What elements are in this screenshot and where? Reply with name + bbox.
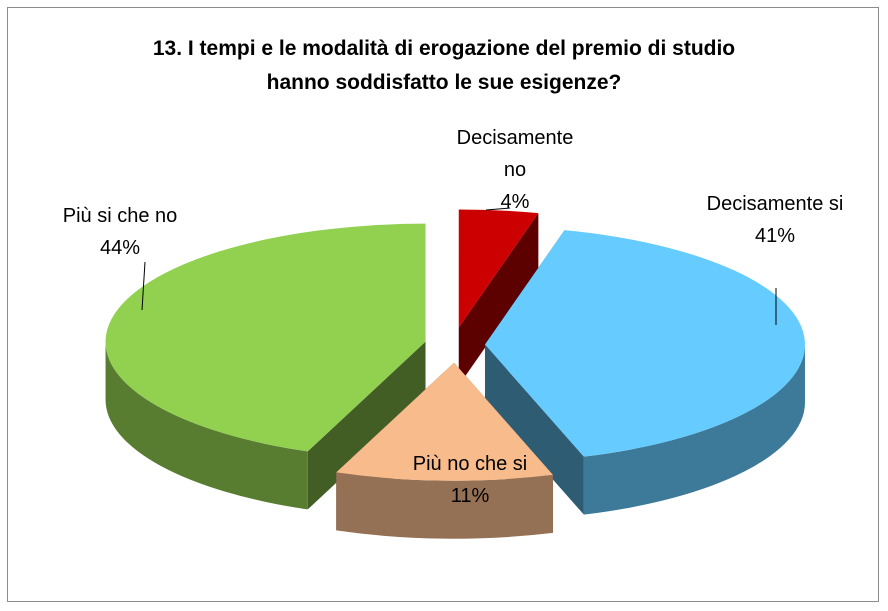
pie [105,209,805,539]
leader-line [141,261,146,311]
slice-outer-wall [336,472,553,539]
slice-radial-wall [458,213,539,386]
value-label: 41% [754,225,796,247]
slice-outer-wall [583,344,805,515]
data-label: Decisamente no 4% [450,122,580,218]
chart-border [7,7,879,602]
slice-radial-wall [484,344,584,515]
value-label: 4% [500,191,530,213]
pie-slice [105,223,426,510]
slice-top [105,223,426,452]
slice-radial-wall [307,341,426,510]
slice-top [458,209,539,328]
category-label: Decisamente no [456,127,574,181]
category-label: Più si che no [62,205,178,227]
value-label: 11% [450,485,490,507]
slice-top [484,230,805,457]
category-label: Più no che si [412,453,528,475]
category-label: Decisamente si [706,193,844,215]
chart-title: 13. I tempi e le modalità di erogazione … [152,37,736,94]
data-label: Decisamente si 41% [700,188,850,252]
slice-top [336,362,553,481]
pie-slice [458,209,539,386]
data-label: Più si che no 44% [30,200,210,264]
leader-line [485,207,511,211]
pie-slice [336,362,553,539]
pie-slice [484,230,805,515]
data-label: Più no che si 11% [370,448,570,512]
slice-outer-wall [105,341,308,510]
value-label: 44% [99,237,141,259]
